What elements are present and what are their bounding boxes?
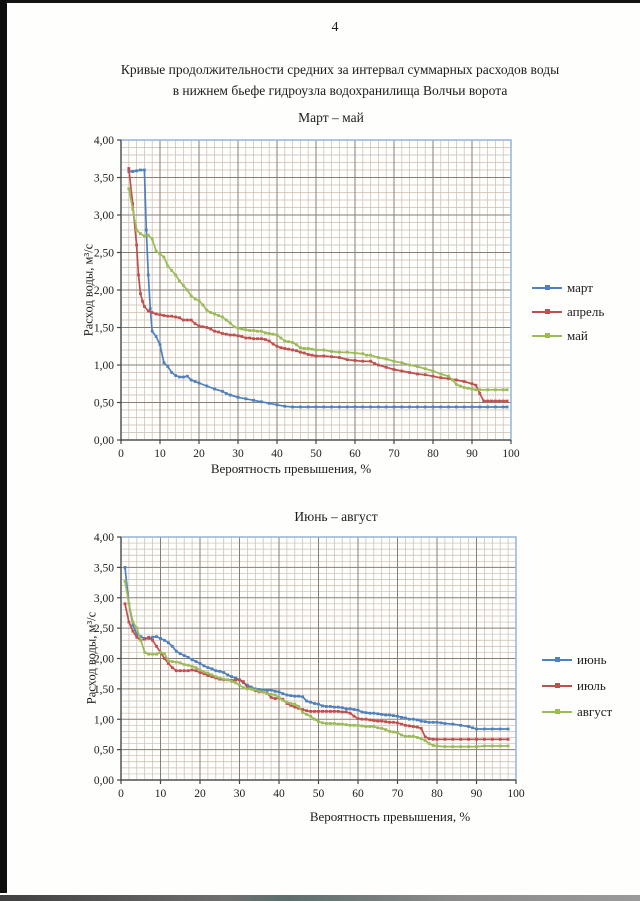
legend-label: июнь: [577, 651, 607, 667]
svg-text:3,00: 3,00: [94, 593, 114, 605]
svg-text:20: 20: [193, 448, 205, 460]
chart1-legend: март апрель май: [532, 280, 604, 352]
svg-text:3,50: 3,50: [94, 562, 114, 574]
svg-text:0: 0: [118, 448, 124, 460]
svg-text:20: 20: [194, 788, 206, 800]
svg-text:3,50: 3,50: [94, 173, 114, 185]
legend-line-icon: [542, 657, 572, 662]
legend-label: март: [567, 279, 593, 295]
chart1-plot: 0,00 0,50 1,00 1,50 2,00 2,50 3,00 3,50 4,00 0 10 2…: [94, 135, 520, 460]
svg-text:90: 90: [471, 788, 483, 800]
svg-text:2,50: 2,50: [94, 623, 114, 635]
legend-line-icon: [542, 709, 572, 714]
svg-text:100: 100: [507, 788, 525, 800]
svg-text:1,00: 1,00: [94, 360, 114, 372]
scan-edge-top: [6, 0, 640, 3]
svg-text:4,00: 4,00: [94, 532, 114, 544]
document-title: Кривые продолжительности средних за инте…: [40, 60, 640, 102]
svg-text:0,00: 0,00: [94, 435, 114, 447]
legend-label: июль: [577, 677, 606, 693]
legend-marker-icon: [555, 709, 560, 714]
legend-line-icon: [532, 333, 562, 338]
svg-text:1,50: 1,50: [94, 684, 114, 696]
svg-text:40: 40: [273, 788, 285, 800]
chart1-title: Март – май: [298, 110, 364, 125]
legend-line-icon: [532, 285, 562, 290]
legend-item-avgust: август: [542, 704, 612, 719]
chart2-title: Июнь – август: [294, 509, 378, 524]
legend-item-may: май: [532, 328, 604, 343]
chart2-plot: 0,00 0,50 1,00 1,50 2,00 2,50 3,00 3,50 4,00 0 10 2…: [94, 532, 525, 800]
chart1-x-axis-title: Вероятность превышения, %: [210, 461, 372, 476]
svg-text:50: 50: [310, 448, 322, 460]
legend-label: апрель: [567, 303, 605, 319]
chart2-y-axis-title: Расход воды, м³/с: [84, 611, 99, 705]
svg-text:30: 30: [234, 788, 246, 800]
legend-marker-icon: [555, 657, 560, 662]
svg-text:2,00: 2,00: [94, 654, 114, 666]
chart2-x-axis-title: Вероятность превышения, %: [309, 809, 471, 824]
legend-item-iyul: июль: [542, 678, 612, 693]
legend-marker-icon: [545, 309, 550, 314]
svg-text:1,50: 1,50: [94, 323, 114, 335]
svg-text:60: 60: [352, 788, 364, 800]
legend-item-aprel: апрель: [532, 304, 604, 319]
svg-text:70: 70: [392, 788, 404, 800]
svg-text:100: 100: [502, 448, 520, 460]
svg-text:0,00: 0,00: [94, 775, 114, 787]
chart1-y-axis-title: Расход воды, м³/с: [81, 243, 96, 337]
svg-text:0,50: 0,50: [94, 745, 114, 757]
svg-text:2,00: 2,00: [94, 285, 114, 297]
svg-text:1,00: 1,00: [94, 714, 114, 726]
document-title-line2: в нижнем бьефе гидроузла водохранилища В…: [172, 82, 508, 98]
svg-text:10: 10: [155, 788, 167, 800]
svg-text:80: 80: [427, 448, 439, 460]
legend-item-iyun: июнь: [542, 652, 612, 667]
svg-text:10: 10: [154, 448, 166, 460]
page-number: 4: [331, 20, 339, 35]
legend-marker-icon: [545, 285, 550, 290]
legend-label: август: [577, 703, 613, 719]
document-title-line1: Кривые продолжительности средних за инте…: [120, 62, 560, 77]
legend-label: май: [567, 327, 588, 343]
chart2-legend: июнь июль август: [542, 652, 612, 730]
svg-text:90: 90: [466, 448, 478, 460]
scan-edge-left: [0, 0, 7, 893]
svg-text:50: 50: [313, 788, 325, 800]
svg-text:80: 80: [431, 788, 443, 800]
legend-item-mart: март: [532, 280, 604, 295]
legend-line-icon: [532, 309, 562, 314]
legend-marker-icon: [555, 683, 560, 688]
svg-text:0,50: 0,50: [94, 398, 114, 410]
svg-text:30: 30: [232, 448, 244, 460]
svg-text:70: 70: [388, 448, 400, 460]
svg-text:60: 60: [349, 448, 361, 460]
svg-text:0: 0: [118, 788, 124, 800]
svg-text:2,50: 2,50: [94, 248, 114, 260]
svg-text:3,00: 3,00: [94, 210, 114, 222]
svg-text:40: 40: [271, 448, 283, 460]
legend-line-icon: [542, 683, 572, 688]
svg-text:4,00: 4,00: [94, 135, 114, 147]
legend-marker-icon: [545, 333, 550, 338]
scan-edge-bottom: [0, 895, 640, 901]
